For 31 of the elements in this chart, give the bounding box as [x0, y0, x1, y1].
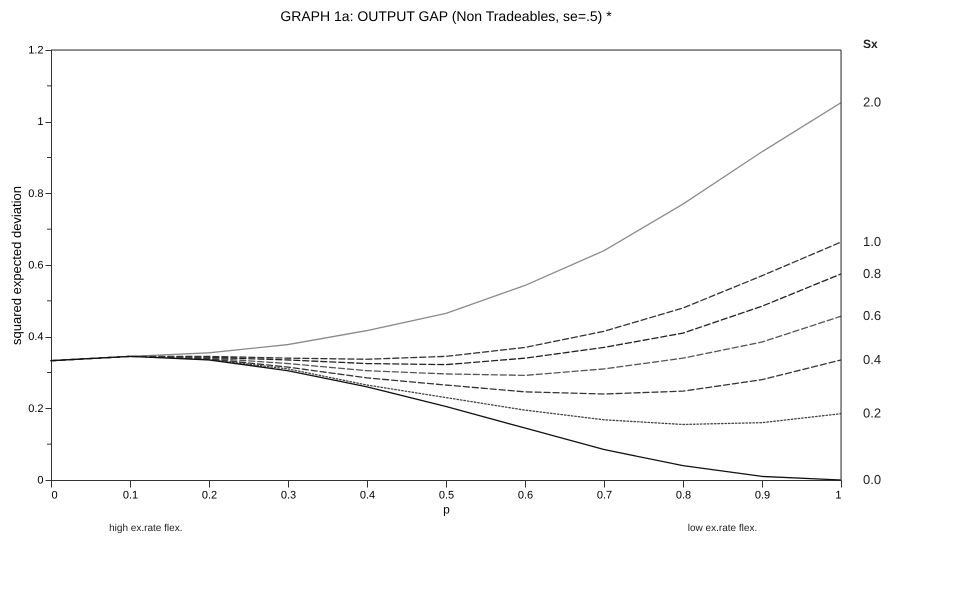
series-label: 2.0 [863, 94, 882, 110]
y-tick-label: 0.2 [28, 402, 44, 415]
x-tick-label: 0.5 [438, 490, 454, 502]
y-axis-title: squared expected deviation [9, 186, 24, 346]
x-tick-label: 0.6 [518, 490, 534, 502]
legend-title: Sx [863, 37, 878, 51]
x-tick-label: 0.7 [596, 490, 612, 502]
x-tick-label: 0 [52, 490, 58, 502]
series-label: 0.8 [863, 266, 882, 281]
series-label: 0.2 [863, 406, 882, 421]
text: low ex.rate flex. [688, 523, 758, 534]
series-label: 0.0 [863, 472, 882, 487]
x-tick-label: 0.1 [122, 490, 138, 502]
y-tick-label: 1 [37, 116, 44, 128]
y-tick-label: 1.2 [28, 44, 44, 56]
x-tick-label: 0.2 [202, 490, 218, 502]
series-label: 1.0 [863, 234, 882, 250]
text: high ex.rate flex. [109, 523, 182, 534]
series-label: 0.4 [863, 352, 882, 367]
x-tick-label: 0.4 [360, 490, 376, 502]
x-axis-title: p [443, 502, 450, 516]
x-tick-label: 0.9 [754, 490, 770, 502]
x-tick-label: 0.3 [280, 490, 296, 502]
y-tick-label: 0.4 [28, 331, 44, 344]
y-tick-label: 0.8 [28, 188, 44, 200]
x-tick-label: 1 [835, 490, 842, 502]
series-label: 0.6 [863, 308, 882, 324]
x-tick-label: 0.8 [676, 490, 692, 502]
y-tick-label: 0 [37, 474, 44, 486]
y-tick-label: 0.6 [28, 260, 44, 272]
chart-title: GRAPH 1a: OUTPUT GAP (Non Tradeables, se=.5) * [280, 8, 612, 24]
